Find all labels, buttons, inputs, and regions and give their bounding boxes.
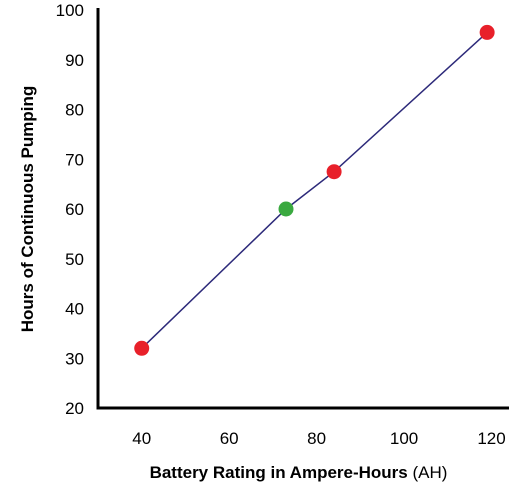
- data-points: [134, 24, 495, 356]
- x-axis-title-unit: (AH): [412, 463, 447, 482]
- y-tick-label: 50: [65, 250, 84, 269]
- x-axis-title-main: Battery Rating in Ampere-Hours: [150, 463, 408, 482]
- y-tick-label: 100: [56, 1, 84, 20]
- data-point: [278, 201, 294, 217]
- y-tick-label: 90: [65, 51, 84, 70]
- x-tick-label: 100: [390, 429, 418, 448]
- data-point: [134, 340, 150, 356]
- y-tick-label: 60: [65, 200, 84, 219]
- y-ticks: 20 30 40 50 60 70 80 90 100: [56, 1, 84, 418]
- x-ticks: 40 60 80 100 120: [132, 429, 505, 448]
- y-tick-label: 30: [65, 349, 84, 368]
- data-point: [479, 24, 495, 40]
- x-tick-label: 40: [132, 429, 151, 448]
- y-tick-label: 70: [65, 150, 84, 169]
- axes: [96, 8, 509, 410]
- y-tick-label: 40: [65, 300, 84, 319]
- series-line: [141, 31, 488, 349]
- x-tick-label: 120: [477, 429, 505, 448]
- x-tick-label: 60: [220, 429, 239, 448]
- y-tick-label: 80: [65, 101, 84, 120]
- data-point: [326, 164, 342, 180]
- x-axis-title: Battery Rating in Ampere-Hours (AH): [150, 463, 448, 482]
- x-tick-label: 80: [307, 429, 326, 448]
- y-tick-label: 20: [65, 399, 84, 418]
- y-axis-title: Hours of Continuous Pumping: [18, 86, 37, 332]
